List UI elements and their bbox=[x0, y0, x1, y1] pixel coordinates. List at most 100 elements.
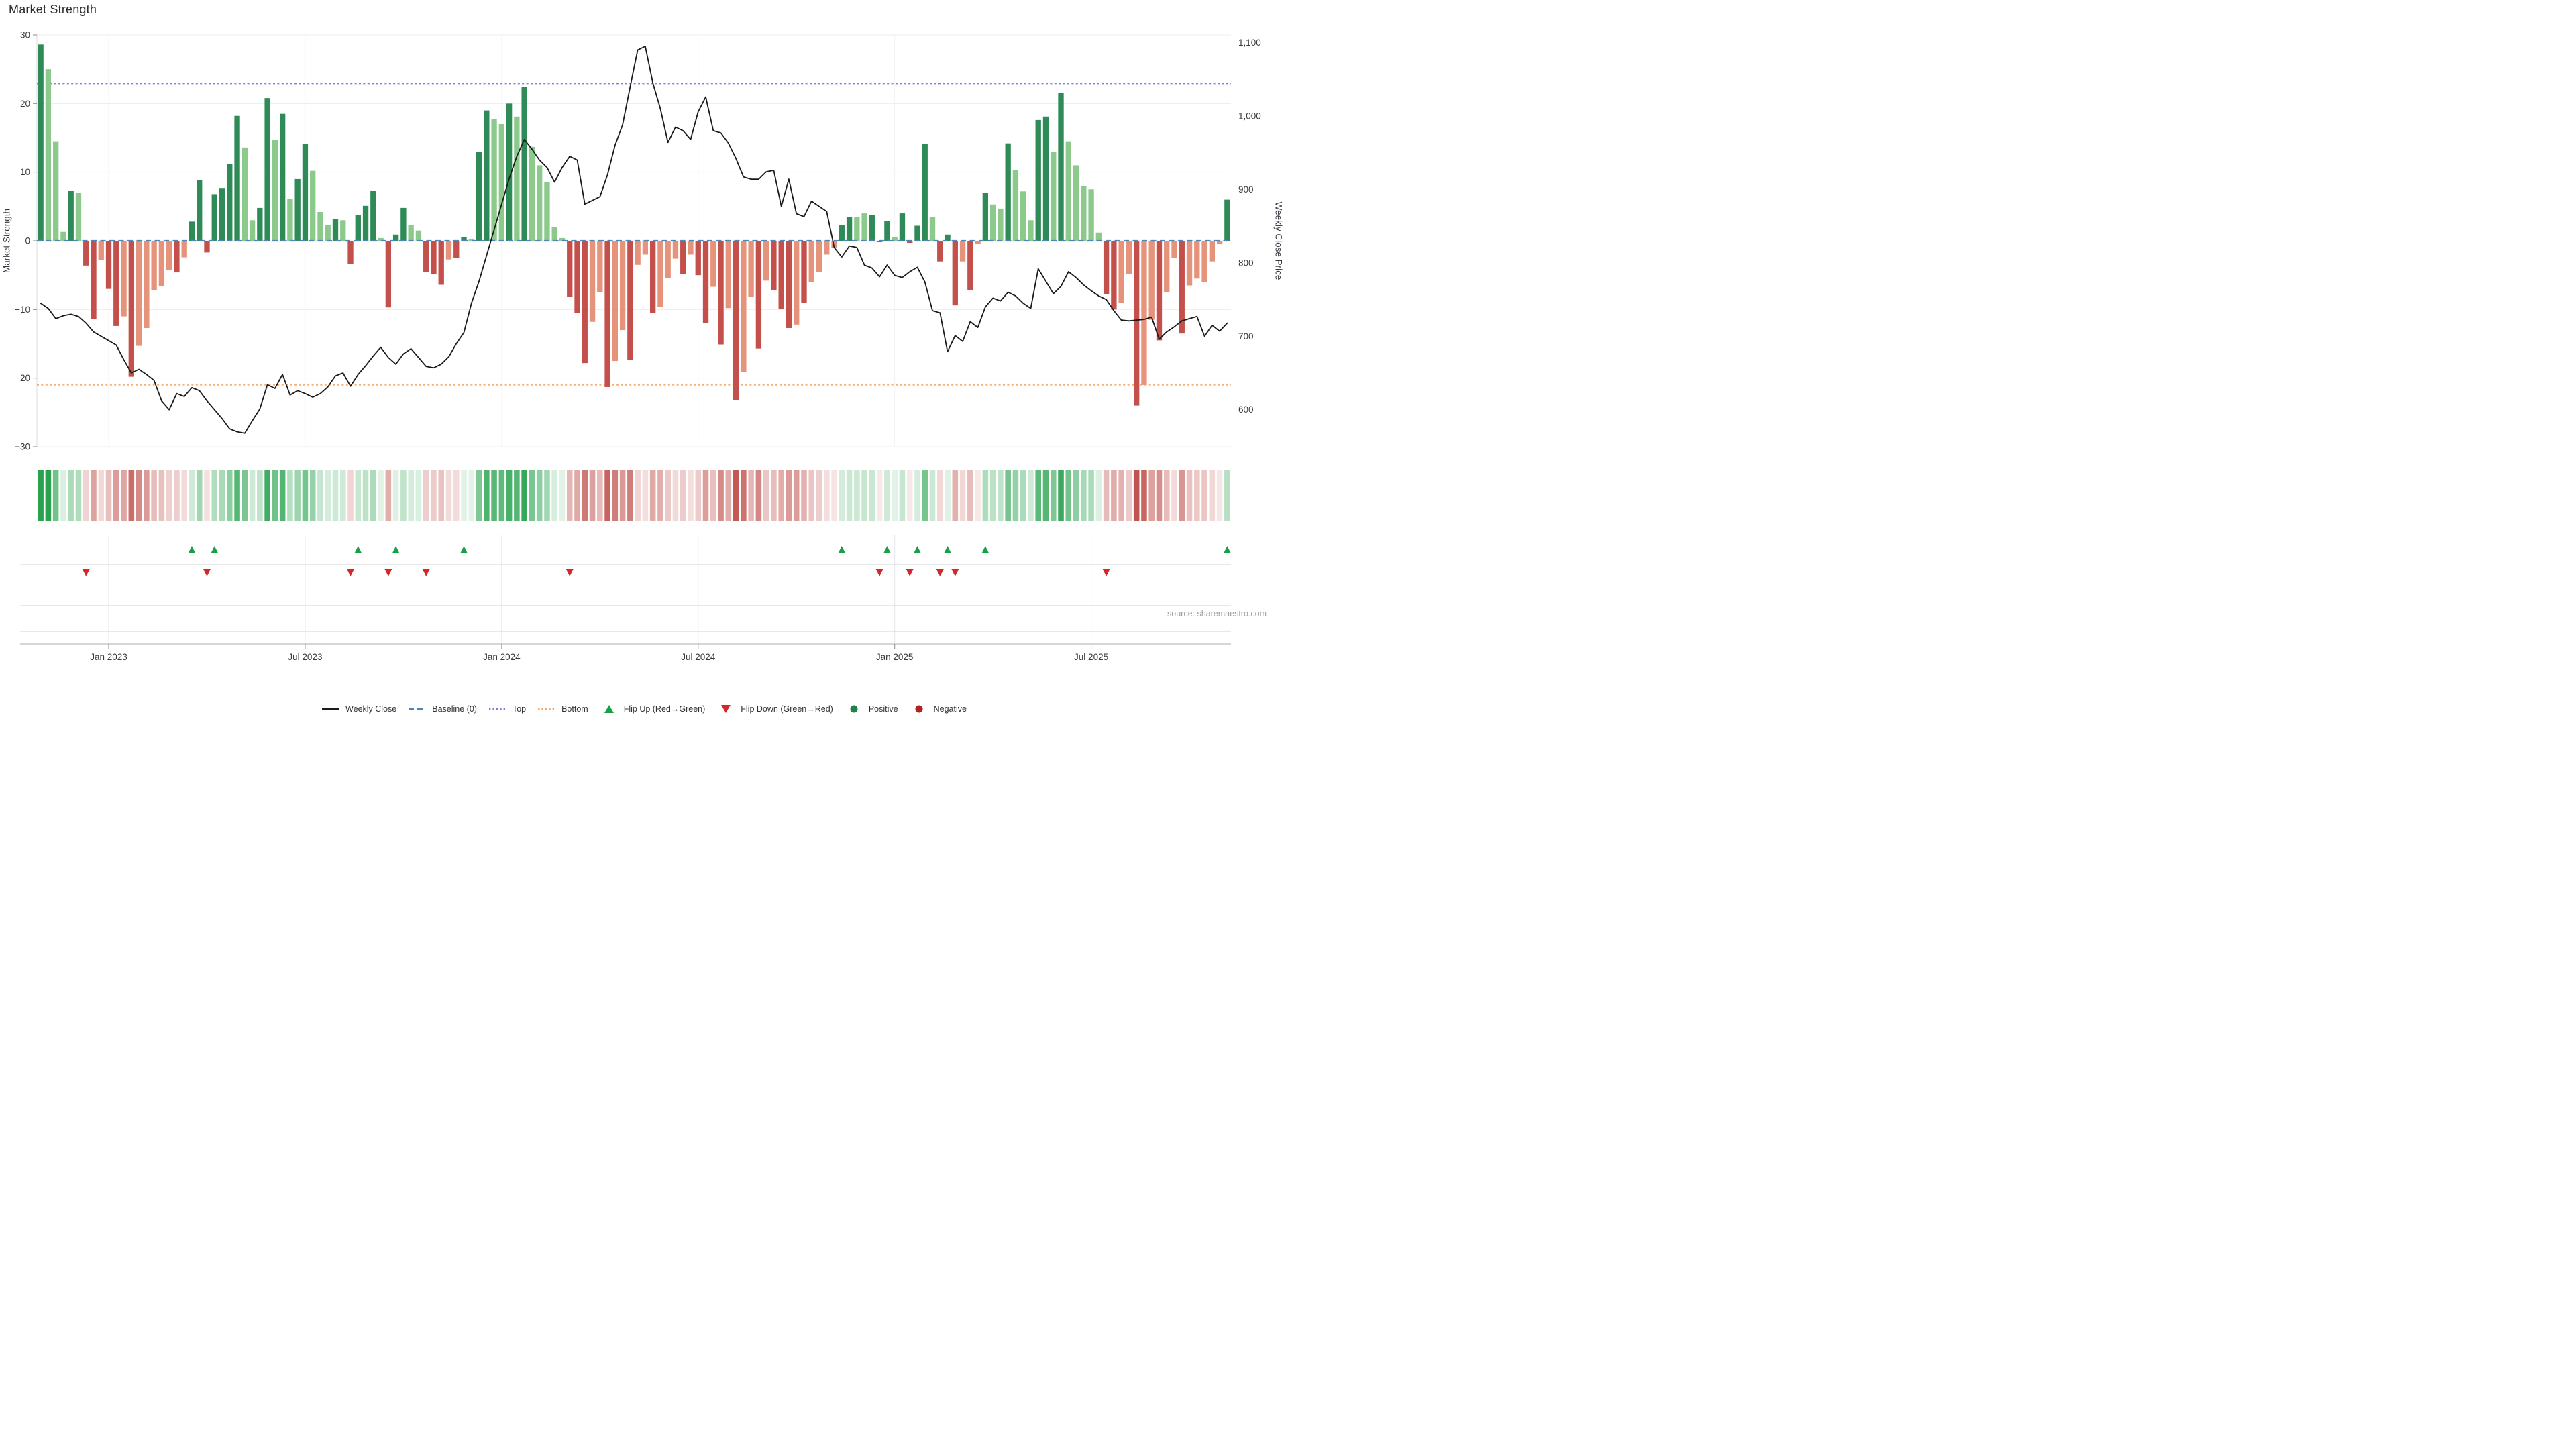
strength-bar-week-78 bbox=[627, 241, 633, 360]
right-tick-label: 600 bbox=[1238, 405, 1254, 415]
heatmap-cell-week-134 bbox=[1050, 470, 1057, 521]
heatmap-cell-week-52 bbox=[431, 470, 437, 521]
right-tick-label: 1,000 bbox=[1238, 111, 1261, 121]
heatmap-cell-week-101 bbox=[801, 470, 807, 521]
heatmap-cell-week-96 bbox=[763, 470, 769, 521]
strength-bar-week-65 bbox=[529, 146, 535, 241]
heatmap-cell-week-14 bbox=[144, 470, 150, 521]
strength-bar-week-142 bbox=[1111, 241, 1117, 310]
right-axis-ticks: 1,100 1,000 900 800 700 600 bbox=[1238, 38, 1261, 415]
heatmap-cell-week-118 bbox=[929, 470, 936, 521]
heatmap-cell-week-59 bbox=[484, 470, 490, 521]
strength-bar-week-42 bbox=[355, 215, 361, 241]
strength-bar-week-83 bbox=[665, 241, 671, 278]
heatmap-cell-week-26 bbox=[234, 470, 240, 521]
heatmap-cell-week-41 bbox=[347, 470, 354, 521]
heatmap-cell-week-61 bbox=[498, 470, 505, 521]
x-tick-label: Jul 2025 bbox=[1074, 652, 1108, 662]
strength-bar-week-131 bbox=[1028, 220, 1034, 241]
heatmap-cell-week-10 bbox=[113, 470, 119, 521]
strength-bar-week-94 bbox=[748, 241, 754, 297]
heatmap-cell-week-103 bbox=[816, 470, 822, 521]
heatmap-cell-week-15 bbox=[151, 470, 157, 521]
strength-bar-week-16 bbox=[158, 241, 165, 286]
legend-label: Top bbox=[512, 704, 527, 714]
heatmap-cell-week-40 bbox=[339, 470, 346, 521]
strength-bar-week-31 bbox=[272, 140, 278, 241]
heatmap-cell-week-18 bbox=[174, 470, 180, 521]
strength-bar-week-77 bbox=[619, 241, 626, 331]
strength-bar-week-63 bbox=[514, 116, 520, 241]
strength-bar-week-117 bbox=[922, 144, 928, 241]
heatmap-cell-week-28 bbox=[249, 470, 256, 521]
strength-bar-week-49 bbox=[408, 225, 414, 241]
heatmap-cell-week-74 bbox=[597, 470, 603, 521]
strength-bar-week-106 bbox=[839, 225, 845, 241]
heatmap-cell-week-12 bbox=[128, 470, 135, 521]
flip-up-marker-week-23 bbox=[211, 546, 219, 553]
heatmap-cell-week-1 bbox=[45, 470, 52, 521]
strength-bar-week-72 bbox=[582, 241, 588, 364]
flip-up-marker-week-116 bbox=[913, 546, 921, 553]
heatmap-cell-week-22 bbox=[204, 470, 210, 521]
strength-bar-week-130 bbox=[1020, 191, 1026, 241]
flip-up-marker-week-56 bbox=[460, 546, 468, 553]
strength-bar-week-70 bbox=[567, 241, 573, 297]
strength-bar-week-128 bbox=[1005, 143, 1011, 241]
strength-bar-week-66 bbox=[537, 165, 543, 241]
flip-markers bbox=[82, 546, 1231, 576]
strength-bar-week-87 bbox=[695, 241, 701, 276]
left-axis-label: Market Strength bbox=[1, 208, 12, 274]
heatmap-cell-week-108 bbox=[854, 470, 860, 521]
heatmap-cell-week-144 bbox=[1126, 470, 1132, 521]
strength-bar-week-24 bbox=[219, 188, 225, 241]
heatmap-cell-week-50 bbox=[415, 470, 422, 521]
x-tick-label: Jan 2023 bbox=[90, 652, 127, 662]
heatmap-cell-week-145 bbox=[1133, 470, 1140, 521]
legend-circle-icon bbox=[915, 705, 923, 713]
heatmap-cell-week-80 bbox=[642, 470, 649, 521]
heatmap-cell-week-148 bbox=[1156, 470, 1163, 521]
heatmap-cell-week-24 bbox=[219, 470, 225, 521]
strength-bar-week-61 bbox=[498, 124, 505, 241]
strength-bar-week-3 bbox=[60, 231, 66, 241]
legend: Weekly Close Baseline (0) Top Bottom Flip Up… bbox=[0, 704, 1288, 714]
strength-bar-week-152 bbox=[1186, 241, 1193, 286]
heatmap-cell-week-72 bbox=[582, 470, 588, 521]
heatmap-cell-week-27 bbox=[241, 470, 248, 521]
heatmap-cell-week-135 bbox=[1058, 470, 1064, 521]
page-title: Market Strength bbox=[9, 3, 97, 16]
strength-bar-week-121 bbox=[952, 241, 958, 306]
heatmap-cell-week-129 bbox=[1012, 470, 1019, 521]
heatmap-cell-week-2 bbox=[52, 470, 59, 521]
strength-bar-week-110 bbox=[869, 215, 875, 241]
flip-down-marker-week-121 bbox=[951, 569, 959, 576]
strength-bar-week-27 bbox=[241, 147, 248, 241]
strength-bar-week-52 bbox=[431, 241, 437, 274]
legend-triangle-up-icon bbox=[604, 705, 614, 713]
heatmap-cell-week-93 bbox=[741, 470, 747, 521]
strength-bar-week-69 bbox=[559, 237, 566, 241]
heatmap-cell-week-114 bbox=[899, 470, 906, 521]
heatmap-cell-week-95 bbox=[755, 470, 762, 521]
heatmap-cell-week-89 bbox=[710, 470, 716, 521]
heatmap-cell-week-141 bbox=[1103, 470, 1110, 521]
strength-bar-week-115 bbox=[907, 241, 913, 244]
strength-bar-week-68 bbox=[551, 227, 557, 241]
heatmap-cell-week-32 bbox=[279, 470, 286, 521]
heatmap-cell-week-127 bbox=[998, 470, 1004, 521]
heatmap-cell-week-100 bbox=[793, 470, 800, 521]
heatmap-cell-week-78 bbox=[627, 470, 633, 521]
heatmap-cell-week-65 bbox=[529, 470, 535, 521]
heatmap-cell-week-58 bbox=[476, 470, 482, 521]
legend-dotted-icon bbox=[538, 708, 556, 710]
strength-bar-week-45 bbox=[378, 237, 384, 241]
heatmap-cell-week-8 bbox=[98, 470, 105, 521]
legend-line-icon bbox=[322, 708, 340, 710]
heatmap-cell-week-106 bbox=[839, 470, 845, 521]
heatmap-cell-week-37 bbox=[317, 470, 323, 521]
heatmap-cell-week-123 bbox=[967, 470, 973, 521]
heatmap-cell-week-143 bbox=[1118, 470, 1124, 521]
strength-bar-week-86 bbox=[688, 241, 694, 255]
strength-bar-week-57 bbox=[468, 238, 474, 241]
